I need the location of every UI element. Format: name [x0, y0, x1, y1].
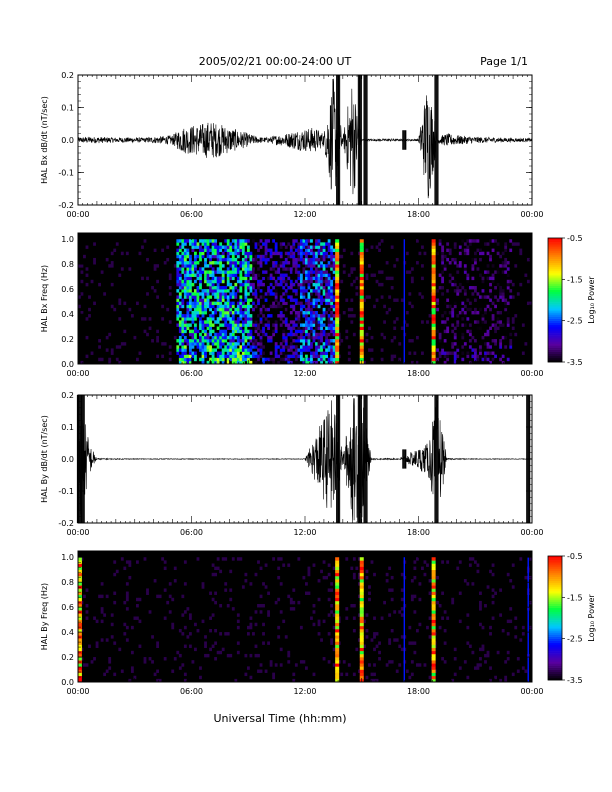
colorbar-tick-label: -2.5 — [567, 317, 583, 326]
y-tick-label: -0.1 — [58, 169, 74, 178]
colorbar-by: -0.5 -1.5 -2.5 -3.5 Log₁₀ Power — [547, 552, 596, 685]
colorbar-tick-label: -0.5 — [567, 234, 583, 243]
panel-by-dbdt: 00:00 06:00 12:00 18:00 00:00 0.2 0.1 0.0 -0.1 -0… — [40, 391, 544, 537]
x-tick-label: 12:00 — [293, 369, 316, 378]
x-tick-label: 00:00 — [66, 210, 89, 219]
y-tick-label: 0.2 — [61, 335, 74, 344]
weak-power-column — [403, 557, 406, 682]
x-tick-label: 18:00 — [407, 210, 430, 219]
power-column — [359, 557, 364, 683]
y-tick-label: 0.0 — [61, 455, 74, 464]
power-column — [431, 557, 436, 683]
spike-burst — [363, 395, 368, 523]
colorbar-label: Log₁₀ Power — [587, 594, 596, 642]
power-column — [335, 239, 340, 365]
colorbar-tick-label: -3.5 — [567, 358, 583, 367]
colorbar-tick-label: -1.5 — [567, 275, 583, 284]
y-tick-label: 0.0 — [61, 360, 74, 369]
y-tick-label: 0.8 — [61, 578, 74, 587]
x-tick-label: 06:00 — [180, 528, 203, 537]
spike-burst — [434, 75, 439, 205]
y-tick-label: 0.6 — [61, 603, 74, 612]
spike-burst — [357, 395, 362, 523]
y-axis-label: HAL By Freq (Hz) — [40, 583, 49, 650]
x-tick-label: 00:00 — [520, 210, 543, 219]
y-tick-label: 0.2 — [61, 653, 74, 662]
x-tick-label: 00:00 — [66, 687, 89, 696]
x-tick-label: 06:00 — [180, 210, 203, 219]
page-indicator: Page 1/1 — [480, 55, 528, 68]
x-axis-label: Universal Time (hh:mm) — [214, 712, 347, 725]
panel-bx-dbdt: 00:00 06:00 12:00 18:00 00:00 0.2 0.1 0.0 -0.1 -0… — [40, 71, 544, 219]
figure-title: 2005/02/21 00:00-24:00 UT — [199, 55, 352, 68]
spike-burst — [336, 75, 341, 205]
y-axis-label: HAL Bx dB/dt (nT/sec) — [40, 96, 49, 184]
colorbar-label: Log₁₀ Power — [587, 276, 596, 324]
y-tick-label: -0.1 — [58, 487, 74, 496]
colorbar-frame — [547, 555, 563, 681]
x-tick-label: 18:00 — [407, 369, 430, 378]
x-tick-label: 06:00 — [180, 369, 203, 378]
y-axis-label: HAL By dB/dt (nT/sec) — [40, 415, 49, 503]
colorbar-tick-label: -0.5 — [567, 552, 583, 561]
panel-bx-freq: 00:00 06:00 12:00 18:00 00:00 1.0 0.8 0.6 0.4 0.2… — [40, 232, 544, 378]
y-tick-label: 0.6 — [61, 285, 74, 294]
heatmap-cells — [78, 239, 533, 365]
power-column — [335, 557, 340, 683]
y-tick-label: 0.0 — [61, 136, 74, 145]
y-tick-label: 0.2 — [61, 71, 74, 80]
y-axis-label: HAL Bx Freq (Hz) — [40, 265, 49, 332]
x-tick-label: 00:00 — [66, 369, 89, 378]
x-tick-label: 12:00 — [293, 528, 316, 537]
colorbar-tick-label: -3.5 — [567, 676, 583, 685]
y-tick-label: 0.0 — [61, 678, 74, 687]
x-tick-label: 00:00 — [520, 369, 543, 378]
spike-burst — [357, 75, 362, 205]
x-tick-label: 12:00 — [293, 210, 316, 219]
x-tick-label: 18:00 — [407, 528, 430, 537]
series-trace — [77, 398, 533, 522]
x-tick-label: 00:00 — [520, 687, 543, 696]
x-tick-label: 00:00 — [66, 528, 89, 537]
series-trace — [77, 78, 533, 199]
y-tick-label: 1.0 — [61, 235, 74, 244]
y-tick-label: 0.4 — [61, 310, 74, 319]
spike-burst — [434, 395, 439, 523]
panel-by-freq: 00:00 06:00 12:00 18:00 00:00 1.0 0.8 0.6 0.4 0.2… — [40, 550, 544, 696]
y-tick-label: -0.2 — [58, 201, 74, 210]
x-tick-label: 12:00 — [293, 687, 316, 696]
colorbar-tick-label: -1.5 — [567, 593, 583, 602]
x-tick-label: 06:00 — [180, 687, 203, 696]
weak-power-column — [403, 239, 406, 364]
spike-burst — [336, 395, 341, 523]
x-tick-label: 00:00 — [520, 528, 543, 537]
y-tick-label: 0.2 — [61, 391, 74, 400]
y-tick-label: 0.1 — [61, 423, 74, 432]
y-tick-label: 1.0 — [61, 553, 74, 562]
y-tick-label: -0.2 — [58, 519, 74, 528]
power-column — [431, 239, 436, 365]
y-tick-label: 0.1 — [61, 104, 74, 113]
y-tick-label: 0.4 — [61, 628, 74, 637]
colorbar-frame — [547, 237, 563, 363]
weak-power-column — [527, 557, 529, 682]
spike-burst — [402, 449, 407, 469]
spike-burst — [402, 130, 407, 150]
x-tick-label: 18:00 — [407, 687, 430, 696]
spike-burst — [363, 75, 368, 205]
colorbar-bx: -0.5 -1.5 -2.5 -3.5 Log₁₀ Power — [547, 234, 596, 367]
heatmap-cells — [78, 557, 533, 683]
y-tick-label: 0.8 — [61, 260, 74, 269]
colorbar-tick-label: -2.5 — [567, 635, 583, 644]
power-column — [359, 239, 364, 365]
